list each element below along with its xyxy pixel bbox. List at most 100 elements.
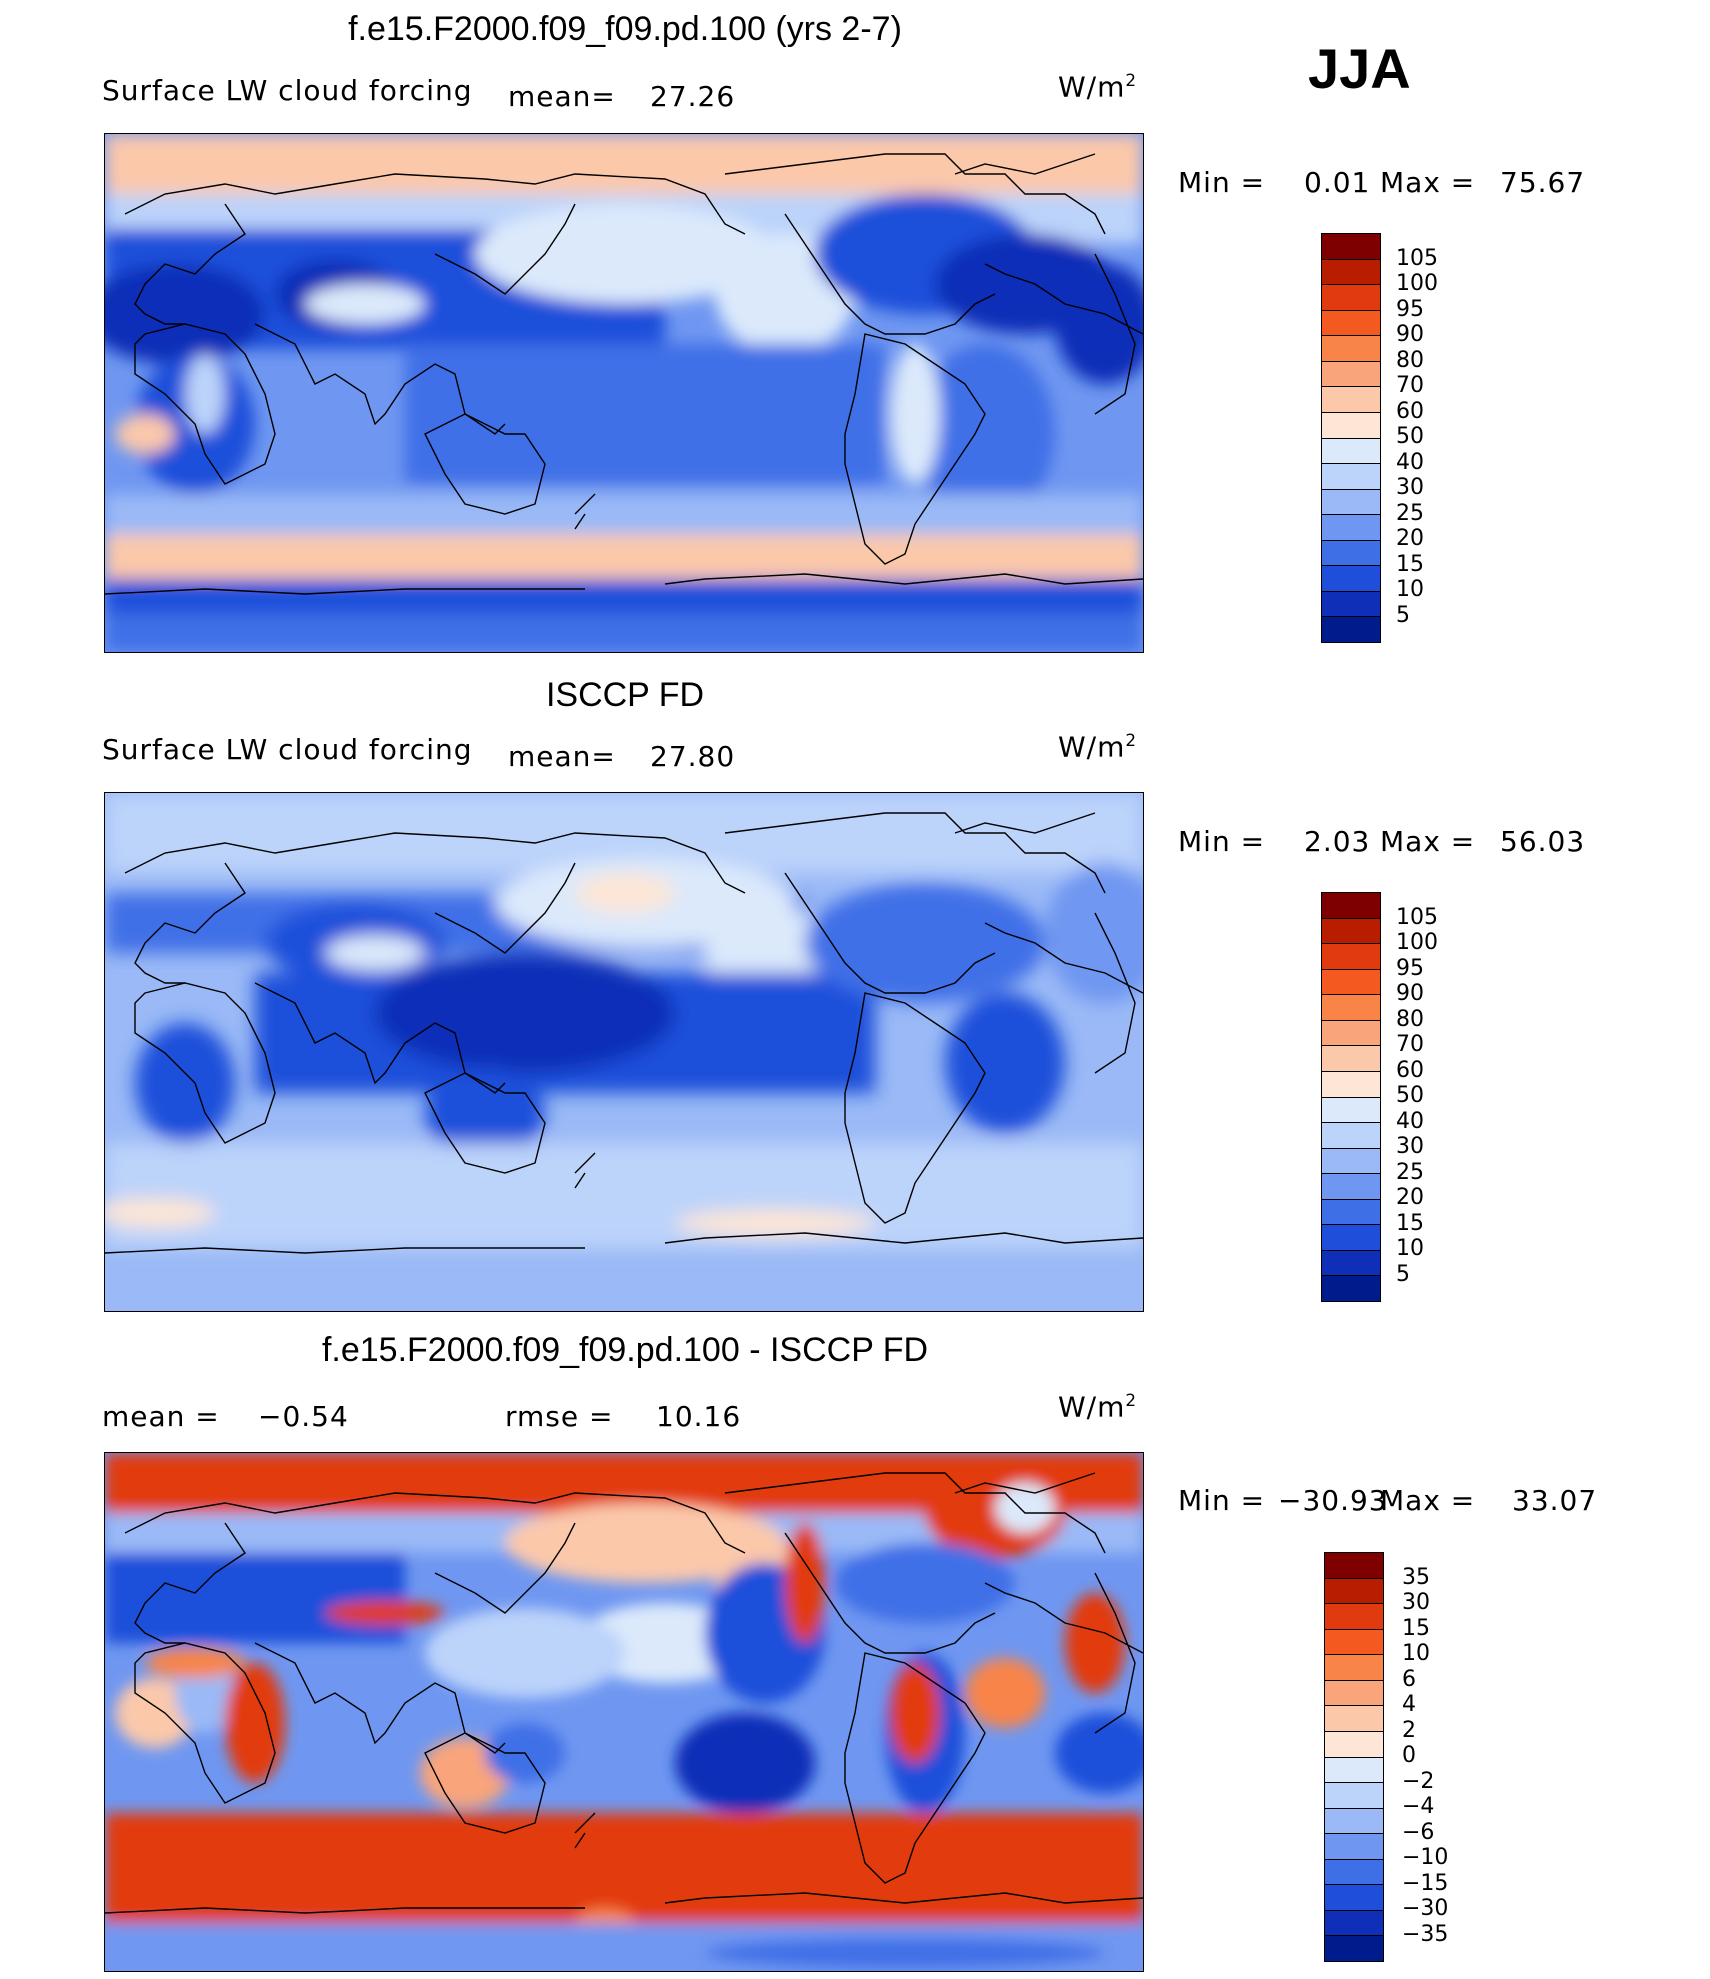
colorbar-cell xyxy=(1322,285,1380,311)
colorbar-tick-label: 40 xyxy=(1396,449,1424,475)
colorbar-tick-label: 5 xyxy=(1396,1261,1410,1287)
colorbar-cell xyxy=(1322,918,1380,945)
colorbar-tick-label: 30 xyxy=(1402,1590,1430,1615)
panel2-mean-label: mean= xyxy=(508,740,616,773)
colorbar-cell xyxy=(1322,893,1380,919)
panel1-map xyxy=(104,133,1144,653)
colorbar-tick-label: 2 xyxy=(1402,1717,1416,1743)
colorbar-tick-label: −35 xyxy=(1402,1921,1449,1947)
panel3-colorbar-labels: 35 30 15 10 6 4 2 0 −2 −4 −6 −10 −15 −30 −35 xyxy=(1402,1552,1482,1960)
colorbar-cell xyxy=(1322,1148,1380,1175)
colorbar-cell xyxy=(1322,489,1380,516)
colorbar-tick-label: 105 xyxy=(1396,245,1438,271)
colorbar-cell xyxy=(1322,336,1380,362)
colorbar-tick-label: 15 xyxy=(1396,1210,1424,1236)
colorbar-tick-label: −6 xyxy=(1402,1819,1435,1845)
panel1-mean-label: mean= xyxy=(508,80,616,113)
colorbar-tick-label: −30 xyxy=(1402,1896,1449,1921)
colorbar-tick-label: 70 xyxy=(1396,373,1424,398)
panel1-max-value: 75.67 xyxy=(1500,166,1586,199)
colorbar-tick-label: 10 xyxy=(1402,1641,1430,1666)
panel1-colorbar-labels: 105 100 95 90 80 70 60 50 40 30 25 20 15 10 5 xyxy=(1396,233,1476,641)
colorbar-cell xyxy=(1322,1046,1380,1072)
panel2-max-value: 56.03 xyxy=(1500,825,1586,858)
colorbar-cell xyxy=(1322,1174,1380,1200)
colorbar-tick-label: −15 xyxy=(1402,1870,1449,1896)
colorbar-cell xyxy=(1325,1808,1383,1835)
colorbar-tick-label: 30 xyxy=(1396,1134,1424,1159)
panel1-colorbar xyxy=(1321,233,1381,643)
colorbar-cell xyxy=(1325,1859,1383,1886)
colorbar-cell xyxy=(1325,1629,1383,1656)
colorbar-tick-label: 25 xyxy=(1396,500,1424,526)
panel1-variable-label: Surface LW cloud forcing xyxy=(102,74,473,107)
colorbar-tick-label: 80 xyxy=(1396,1006,1424,1032)
colorbar-tick-label: 60 xyxy=(1396,1057,1424,1083)
colorbar-tick-label: 25 xyxy=(1396,1159,1424,1185)
panel3-mean-value: −0.54 xyxy=(258,1400,349,1433)
colorbar-tick-label: −2 xyxy=(1402,1768,1435,1794)
colorbar-cell xyxy=(1322,944,1380,970)
colorbar-cell xyxy=(1322,259,1380,286)
colorbar-cell xyxy=(1325,1834,1383,1860)
panel2-variable-label: Surface LW cloud forcing xyxy=(102,733,473,766)
colorbar-cell xyxy=(1322,566,1380,592)
colorbar-tick-label: 80 xyxy=(1396,347,1424,373)
panel3-rmse-value: 10.16 xyxy=(656,1400,742,1433)
colorbar-tick-label: 100 xyxy=(1396,930,1438,955)
colorbar-tick-label: 6 xyxy=(1402,1666,1416,1692)
colorbar-tick-label: 70 xyxy=(1396,1032,1424,1057)
season-label: JJA xyxy=(1308,37,1411,100)
panel3-min-label: Min = xyxy=(1178,1484,1266,1517)
colorbar-cell xyxy=(1325,1783,1383,1809)
colorbar-tick-label: 90 xyxy=(1396,981,1424,1006)
colorbar-cell xyxy=(1322,464,1380,490)
colorbar-cell xyxy=(1322,1276,1380,1301)
colorbar-cell xyxy=(1325,1578,1383,1605)
colorbar-tick-label: 20 xyxy=(1396,1185,1424,1210)
panel3-title: f.e15.F2000.f09_f09.pd.100 - ISCCP FD xyxy=(321,1331,929,1369)
colorbar-cell xyxy=(1322,1199,1380,1226)
colorbar-cell xyxy=(1325,1553,1383,1579)
colorbar-tick-label: 35 xyxy=(1402,1564,1430,1590)
colorbar-cell xyxy=(1322,361,1380,388)
colorbar-cell xyxy=(1325,1706,1383,1732)
colorbar-cell xyxy=(1322,540,1380,567)
panel1-mean-value: 27.26 xyxy=(650,80,736,113)
panel3-units: W/m2 xyxy=(1058,1390,1138,1424)
panel1-title: f.e15.F2000.f09_f09.pd.100 (yrs 2-7) xyxy=(348,10,902,48)
colorbar-cell xyxy=(1322,591,1380,618)
colorbar-tick-label: 50 xyxy=(1396,1083,1424,1108)
colorbar-tick-label: 60 xyxy=(1396,398,1424,424)
colorbar-cell xyxy=(1322,234,1380,260)
panel3-map xyxy=(104,1452,1144,1972)
colorbar-tick-label: 20 xyxy=(1396,526,1424,551)
colorbar-cell xyxy=(1322,387,1380,413)
colorbar-cell xyxy=(1322,1020,1380,1047)
colorbar-tick-label: 0 xyxy=(1402,1743,1416,1768)
colorbar-cell xyxy=(1322,995,1380,1021)
colorbar-cell xyxy=(1325,1885,1383,1911)
panel2-min-value: 2.03 xyxy=(1304,825,1371,858)
colorbar-tick-label: −4 xyxy=(1402,1794,1435,1819)
colorbar-cell xyxy=(1325,1731,1383,1758)
panel2-mean-value: 27.80 xyxy=(650,740,736,773)
colorbar-cell xyxy=(1325,1655,1383,1681)
colorbar-tick-label: 15 xyxy=(1396,551,1424,577)
colorbar-tick-label: 95 xyxy=(1396,296,1424,322)
colorbar-tick-label: 40 xyxy=(1396,1108,1424,1134)
panel2-units: W/m2 xyxy=(1058,730,1138,764)
panel3-max-value: 33.07 xyxy=(1512,1484,1598,1517)
colorbar-tick-label: 90 xyxy=(1396,322,1424,347)
colorbar-cell xyxy=(1322,515,1380,541)
colorbar-cell xyxy=(1322,969,1380,996)
panel1-units: W/m2 xyxy=(1058,70,1138,104)
panel2-min-label: Min = xyxy=(1178,825,1266,858)
colorbar-tick-label: 10 xyxy=(1396,1236,1424,1261)
panel3-max-label: Max = xyxy=(1380,1484,1476,1517)
panel2-max-label: Max = xyxy=(1380,825,1476,858)
panel2-map xyxy=(104,792,1144,1312)
colorbar-tick-label: 30 xyxy=(1396,475,1424,500)
colorbar-tick-label: 10 xyxy=(1396,577,1424,602)
colorbar-cell xyxy=(1322,310,1380,337)
